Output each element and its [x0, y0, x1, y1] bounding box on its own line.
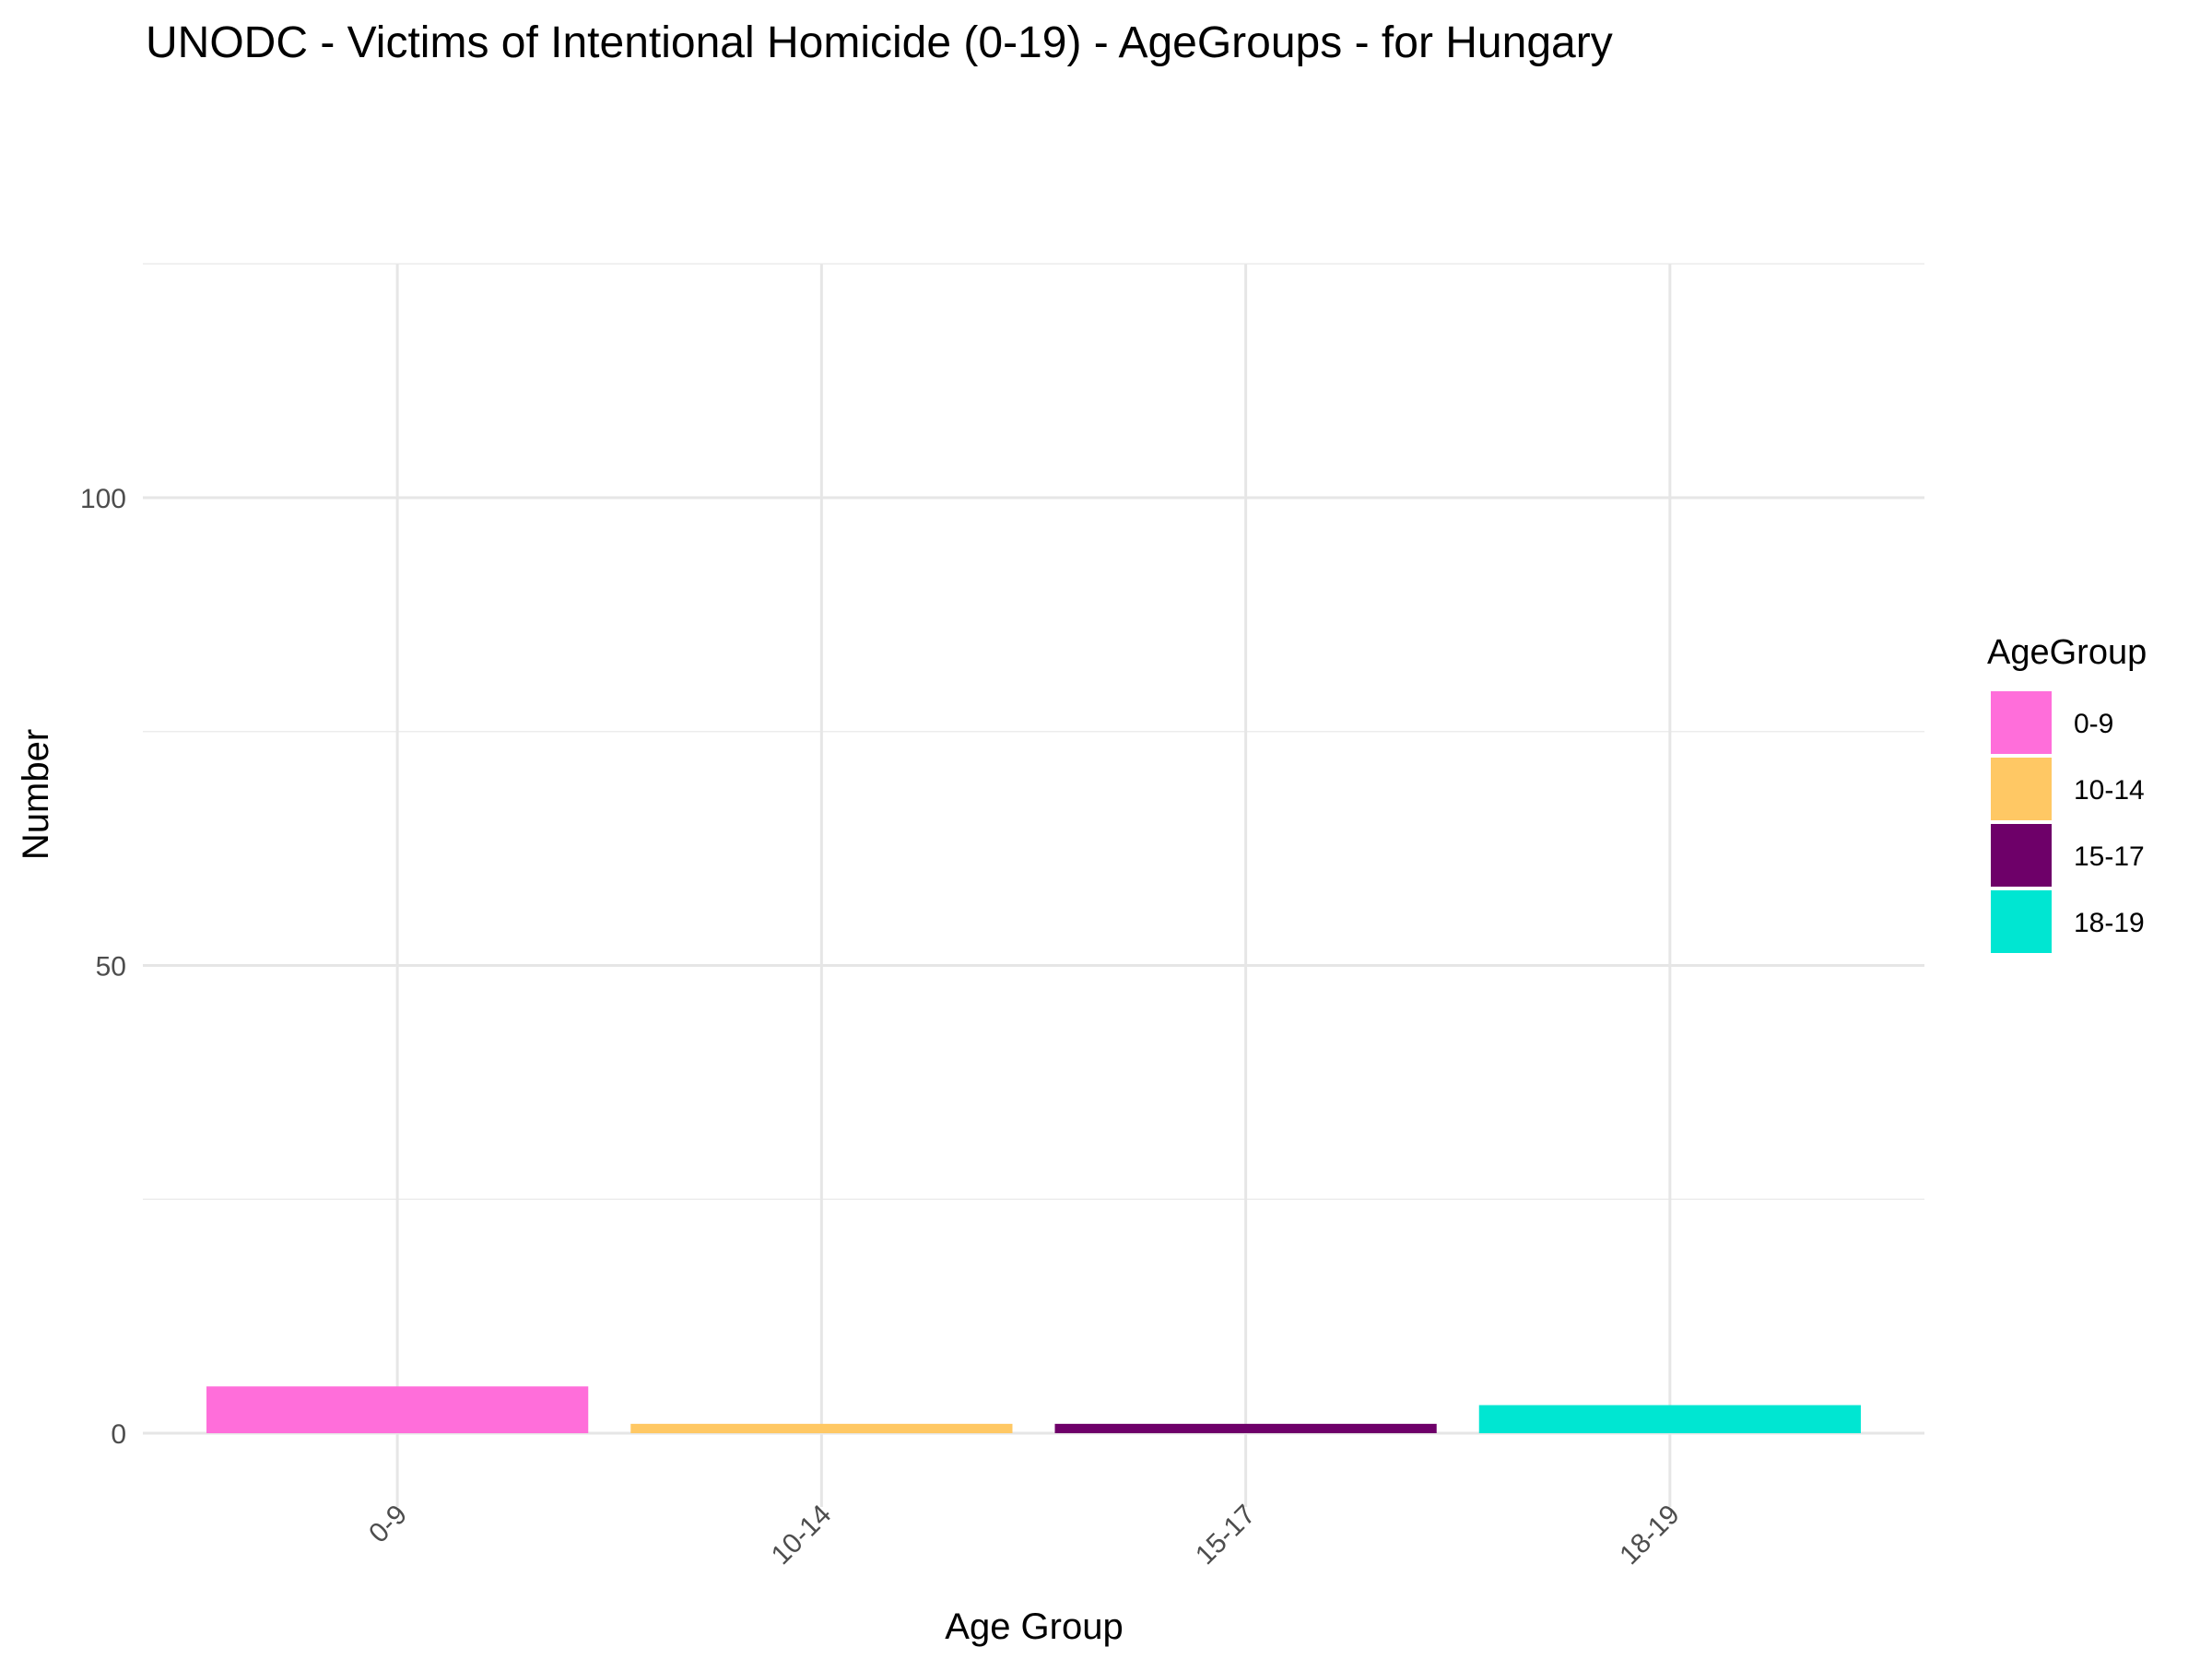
bar-18-19: [1478, 1405, 1861, 1433]
bars: [206, 1386, 1861, 1433]
legend: 0-9 10-14 15-17 18-19: [1991, 691, 2145, 953]
bar-10-14: [630, 1423, 1013, 1433]
x-tick-label: 10-14: [766, 1500, 838, 1571]
x-axis-title: Age Group: [945, 1606, 1123, 1647]
legend-label: 0-9: [2074, 709, 2113, 739]
x-tick-label: 18-19: [1614, 1500, 1686, 1571]
legend-key-10-14: [1991, 758, 2052, 820]
x-axis-ticks: 0-9 10-14 15-17 18-19: [363, 1500, 1686, 1571]
legend-label: 10-14: [2074, 775, 2145, 806]
chart-title: UNODC - Victims of Intentional Homicide …: [146, 18, 1613, 67]
bar-0-9: [206, 1386, 589, 1433]
grid-minor: [143, 263, 1924, 1200]
y-tick-label: 100: [80, 484, 126, 514]
x-tick-label: 15-17: [1190, 1500, 1262, 1571]
legend-key-18-19: [1991, 890, 2052, 953]
y-axis-ticks: 0 50 100: [80, 484, 126, 1450]
bar-15-17: [1054, 1423, 1437, 1433]
y-axis-title: Number: [16, 729, 56, 860]
y-tick-label: 0: [111, 1419, 126, 1450]
legend-title: AgeGroup: [1987, 633, 2147, 672]
x-tick-label: 0-9: [363, 1500, 413, 1549]
y-tick-label: 50: [96, 952, 126, 982]
legend-key-15-17: [1991, 824, 2052, 887]
legend-label: 18-19: [2074, 908, 2145, 938]
grid-major: [143, 264, 1924, 1507]
legend-label: 15-17: [2074, 841, 2145, 872]
legend-key-0-9: [1991, 691, 2052, 754]
